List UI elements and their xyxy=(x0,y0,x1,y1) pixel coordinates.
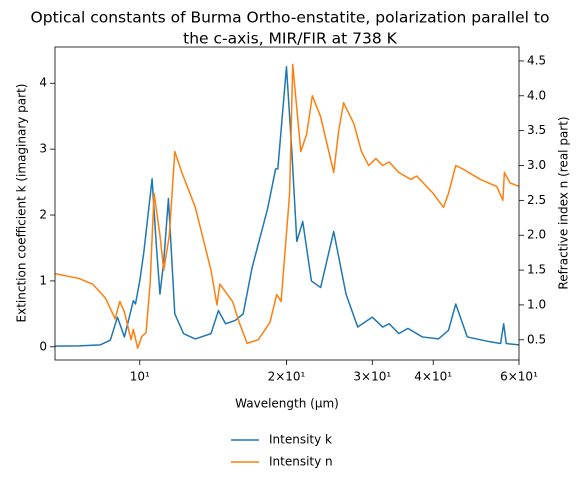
y2-tick-label: 4.5 xyxy=(527,53,546,67)
x-tick-label: 3×10¹ xyxy=(353,370,391,384)
x-tick-label: 6×10¹ xyxy=(500,370,538,384)
axes-frame xyxy=(54,46,520,361)
series-line xyxy=(55,66,519,347)
y-tick-label: 3 xyxy=(39,142,47,156)
x-tick-label: 2×10¹ xyxy=(268,370,306,384)
y2-tick-label: 1.5 xyxy=(527,263,546,277)
y2-tick-label: 3.0 xyxy=(527,158,546,172)
legend-label: Intensity k xyxy=(269,433,332,447)
y2-tick-label: 2.0 xyxy=(527,228,546,242)
series-line xyxy=(55,63,519,349)
x-axis-label: Wavelength (μm) xyxy=(235,397,339,411)
y-tick-label: 2 xyxy=(39,208,47,222)
x-tick-label: 4×10¹ xyxy=(414,370,452,384)
legend-label: Intensity n xyxy=(269,455,333,469)
plot-lines xyxy=(55,63,519,349)
y2-tick-label: 3.5 xyxy=(527,123,546,137)
y2-tick-label: 0.5 xyxy=(527,332,546,346)
y2-axis-label: Refractive index n (real part) xyxy=(557,116,571,289)
y-tick-label: 0 xyxy=(39,339,47,353)
y2-tick-label: 4.0 xyxy=(527,88,546,102)
y2-tick-label: 2.5 xyxy=(527,193,546,207)
chart-title: the c-axis, MIR/FIR at 738 K xyxy=(183,30,398,48)
y2-tick-label: 1.0 xyxy=(527,297,546,311)
chart-title: Optical constants of Burma Ortho-enstati… xyxy=(31,9,550,27)
y-tick-label: 1 xyxy=(39,273,47,287)
y-tick-label: 4 xyxy=(39,76,47,90)
y-axis-label: Extinction coefficient k (imaginary part… xyxy=(15,84,29,323)
x-tick-label: 10¹ xyxy=(130,370,150,384)
